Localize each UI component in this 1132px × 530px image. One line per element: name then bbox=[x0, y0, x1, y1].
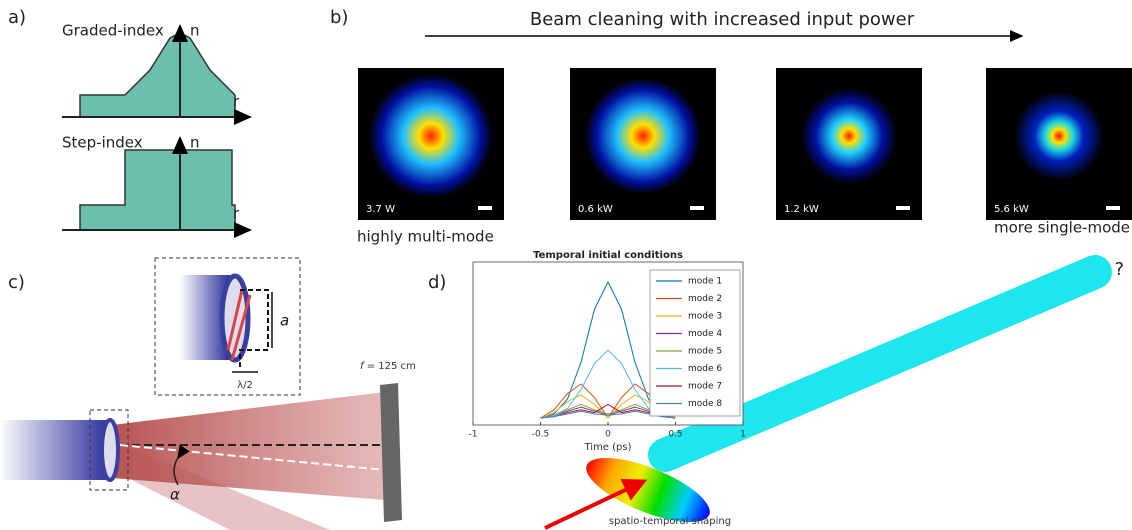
power-label: 5.6 kW bbox=[994, 204, 1029, 215]
angle-label: α bbox=[170, 486, 180, 504]
beam-spot bbox=[1014, 91, 1104, 181]
caption: more single-mode bbox=[994, 219, 1130, 237]
fiber-end bbox=[102, 420, 118, 480]
axis-label: r bbox=[233, 205, 240, 223]
caption: highly multi-mode bbox=[357, 228, 494, 246]
x-tick-label: 0 bbox=[605, 430, 611, 440]
mirror bbox=[380, 383, 402, 522]
x-tick-label: 1 bbox=[740, 430, 746, 440]
axis-label: n bbox=[190, 134, 200, 152]
fiber bbox=[0, 420, 110, 480]
beam-spot bbox=[585, 78, 701, 194]
panel-label: c) bbox=[8, 272, 25, 293]
figure: a) Graded-index n r Step-index n r b) Be… bbox=[0, 0, 1132, 530]
panel-label: b) bbox=[330, 7, 348, 28]
legend-box bbox=[650, 270, 740, 416]
power-label: 1.2 kW bbox=[784, 204, 819, 215]
profile-title: Step-index bbox=[62, 134, 143, 152]
plot: Temporal initial conditions Time (ps) -1 -0… bbox=[469, 250, 746, 453]
panel-label: a) bbox=[8, 7, 26, 28]
legend-label: mode 1 bbox=[688, 277, 722, 287]
inset-label: a bbox=[280, 312, 289, 330]
x-tick-label: 0.5 bbox=[668, 430, 682, 440]
x-axis-label: Time (ps) bbox=[583, 442, 631, 453]
axis-label: r bbox=[233, 93, 240, 111]
focal-value: = 125 cm bbox=[367, 361, 416, 372]
beam-spot bbox=[369, 74, 493, 198]
legend-label: mode 5 bbox=[688, 347, 722, 357]
legend-label: mode 4 bbox=[688, 329, 722, 339]
panel-label: d) bbox=[428, 272, 446, 293]
legend-label: mode 8 bbox=[688, 399, 722, 409]
legend-label: mode 2 bbox=[688, 294, 722, 304]
beam-spot bbox=[801, 88, 897, 184]
x-tick-label: -0.5 bbox=[532, 430, 550, 440]
scale-bar bbox=[690, 206, 704, 210]
focal-symbol: f bbox=[360, 361, 365, 372]
power-label: 3.7 W bbox=[366, 204, 395, 215]
inset-label: λ/2 bbox=[237, 380, 253, 391]
page: a) Graded-index n r Step-index n r b) Be… bbox=[0, 0, 1132, 530]
panel-title: Beam cleaning with increased input power bbox=[530, 9, 915, 30]
power-label: 0.6 kW bbox=[578, 204, 613, 215]
legend-label: mode 6 bbox=[688, 364, 722, 374]
caption: spatio-temporal shaping bbox=[609, 516, 731, 527]
step-profile bbox=[80, 150, 235, 230]
plot-title: Temporal initial conditions bbox=[533, 250, 683, 261]
profile-title: Graded-index bbox=[62, 22, 164, 40]
legend-label: mode 3 bbox=[688, 312, 722, 322]
beam-images: 3.7 W 0.6 kW 1.2 kW 5.6 kW bbox=[358, 68, 1132, 220]
scale-bar bbox=[478, 206, 492, 210]
scale-bar bbox=[1106, 206, 1120, 210]
graded-profile bbox=[80, 33, 235, 117]
legend-label: mode 7 bbox=[688, 382, 722, 392]
axis-label: n bbox=[190, 22, 200, 40]
focal-label: f = 125 cm bbox=[360, 361, 416, 372]
x-tick-label: -1 bbox=[469, 430, 478, 440]
question: ? bbox=[1114, 259, 1124, 280]
scale-bar bbox=[896, 206, 910, 210]
